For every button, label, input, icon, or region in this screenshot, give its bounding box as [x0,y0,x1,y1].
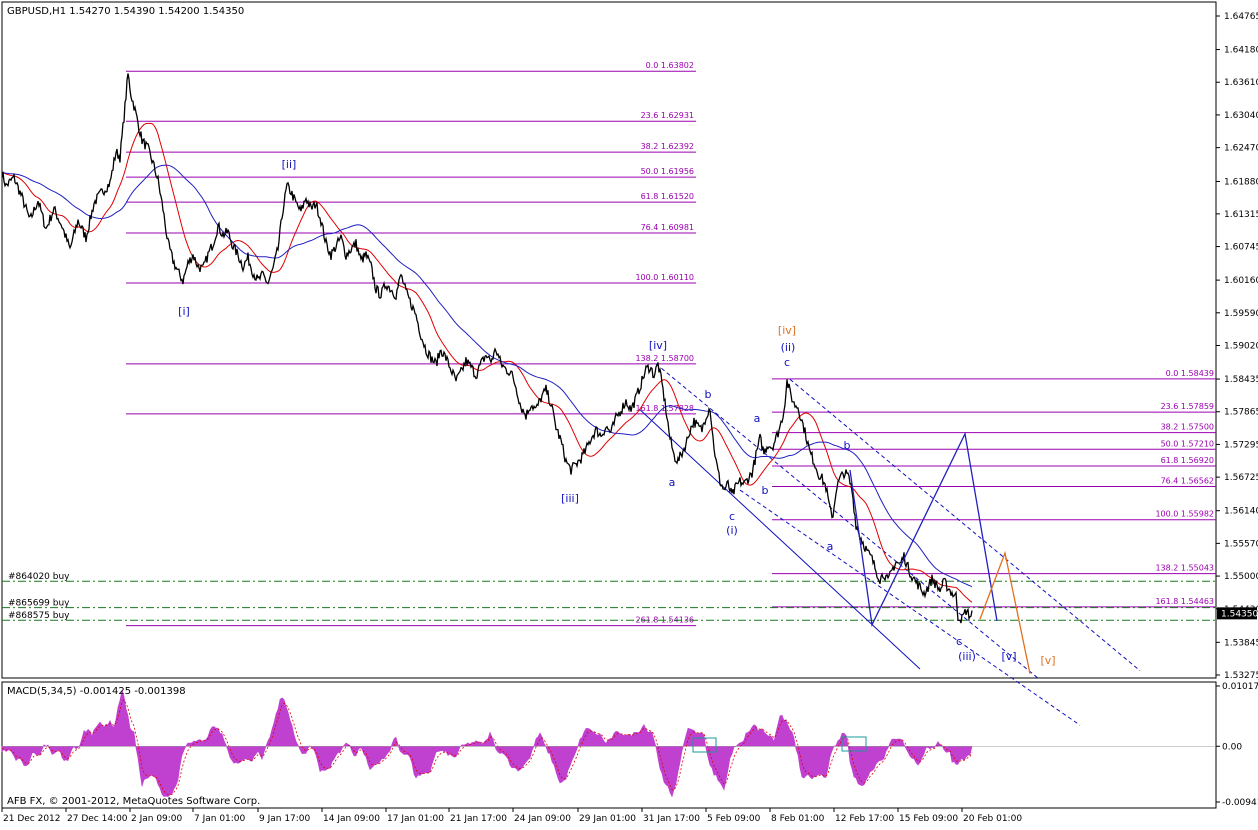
fib-level-label: 100.0 1.60110 [635,273,694,282]
wave-label: [i] [178,305,190,318]
wave-label: (iii) [958,650,976,663]
time-tick-label: 9 Jan 17:00 [259,814,311,824]
price-tick-label: 1.53275 [1224,671,1258,681]
wave-label: [v] [1001,650,1016,663]
fib-level-label: 50.0 1.57210 [1161,439,1214,448]
macd-label: MACD(5,34,5) -0.001425 -0.001398 [7,686,186,697]
macd-highlight-box [692,737,717,753]
projection-path-blue [849,431,998,627]
price-tick-label: 1.55000 [1224,572,1258,582]
price-tick-label: 1.64765 [1224,12,1258,22]
chart-header: GBPUSD,H1 1.54270 1.54390 1.54200 1.5435… [7,6,244,17]
time-tick-label: 21 Jan 17:00 [450,814,507,824]
fib-level-label: 138.2 1.58700 [635,354,694,363]
price-tick-label: 1.57295 [1224,440,1258,450]
wave-label: b [705,388,712,401]
price-tick-label: 1.55570 [1224,539,1258,549]
time-tick-label: 7 Jan 01:00 [194,814,246,824]
fib-level-label: 61.8 1.61520 [641,192,694,201]
order-line-label: #868575 buy [8,611,70,621]
fib-level-label: 50.0 1.61956 [641,167,694,176]
time-tick-label: 31 Jan 17:00 [643,814,700,824]
macd-histogram [1,689,973,798]
price-tick-label: 1.56725 [1224,473,1258,483]
wave-label: (ii) [781,341,796,354]
wave-label: [iii] [561,492,579,505]
channel-solid-line [639,409,921,670]
wave-label: (i) [726,524,738,537]
fib-level-label: 161.8 1.57828 [635,404,694,413]
wave-label: c [956,635,962,648]
price-tick-label: 1.61315 [1224,210,1258,220]
wave-label: a [827,540,834,553]
fib-level-label: 76.4 1.56562 [1161,476,1214,485]
fib-level-label: 76.4 1.60981 [641,223,694,232]
price-tick-label: 1.64180 [1224,46,1258,56]
order-line-label: #864020 buy [8,572,70,582]
fib-level-label: 61.8 1.56920 [1161,456,1214,465]
time-tick-label: 8 Feb 01:00 [771,814,825,824]
ma-fast-line [1,122,973,603]
fib-level-label: 23.6 1.57859 [1161,402,1214,411]
wave-label: [v] [1040,654,1055,667]
current-price-label: 1.54350 [1221,609,1258,619]
copyright-text: AFB FX, © 2001-2012, MetaQuotes Software… [7,796,260,807]
channel-dashed-line [789,378,1141,672]
price-series-line [1,73,973,624]
time-tick-label: 5 Feb 09:00 [707,814,761,824]
time-tick-label: 17 Jan 01:00 [387,814,444,824]
price-tick-label: 1.60160 [1224,276,1258,286]
macd-tick-label: -0.00941 [1222,798,1258,808]
current-price-box [1217,607,1257,620]
wave-label: c [729,510,735,523]
time-tick-label: 24 Jan 09:00 [514,814,571,824]
price-tick-label: 1.57865 [1224,408,1258,418]
fib-level-label: 23.6 1.62931 [641,111,694,120]
time-tick-label: 15 Feb 09:00 [899,814,958,824]
time-tick-label: 20 Feb 01:00 [963,814,1022,824]
price-tick-label: 1.56140 [1224,507,1258,517]
main-plot-area [1,1,1217,679]
price-tick-label: 1.60745 [1224,243,1258,253]
time-tick-label: 29 Jan 01:00 [579,814,636,824]
fib-level-label: 0.0 1.63802 [646,61,694,70]
time-tick-label: 21 Dec 2012 [3,814,61,824]
time-tick-label: 27 Dec 14:00 [67,814,128,824]
price-tick-label: 1.63610 [1224,78,1258,88]
fib-level-label: 100.0 1.55982 [1155,510,1214,519]
price-tick-label: 1.58435 [1224,375,1258,385]
fib-level-label: 138.2 1.55043 [1155,564,1214,573]
macd-highlight-box [841,736,867,752]
ma-slow-line [1,164,973,588]
price-tick-label: 1.62470 [1224,144,1258,154]
macd-tick-label: 0.010178 [1222,682,1258,692]
price-tick-label: 1.61880 [1224,177,1258,187]
fib-level-label: 161.8 1.54463 [1155,597,1214,606]
fib-level-label: 38.2 1.57500 [1161,423,1214,432]
wave-label: b [762,484,769,497]
price-tick-label: 1.59590 [1224,309,1258,319]
wave-label: [ii] [282,158,297,171]
wave-label: c [784,356,790,369]
time-tick-label: 14 Jan 09:00 [323,814,380,824]
time-tick-label: 2 Jan 09:00 [131,814,183,824]
wave-label: a [754,412,761,425]
wave-label: a [669,476,676,489]
price-tick-label: 1.53845 [1224,638,1258,648]
time-tick-label: 12 Feb 17:00 [835,814,894,824]
channel-dashed-line [655,363,1039,679]
wave-label: [iv] [649,339,667,352]
wave-label: b [844,439,851,452]
projection-path-orange [979,550,1031,674]
wave-label: [iv] [778,324,796,337]
channel-dashed-line [739,489,1081,726]
fib-level-label: 0.0 1.58439 [1166,369,1214,378]
price-tick-label: 1.63040 [1224,111,1258,121]
order-line-label: #865699 buy [8,599,70,609]
price-tick-label: 1.59020 [1224,342,1258,352]
fib-level-label: 38.2 1.62392 [641,142,694,151]
macd-tick-label: 0.00 [1222,742,1242,752]
